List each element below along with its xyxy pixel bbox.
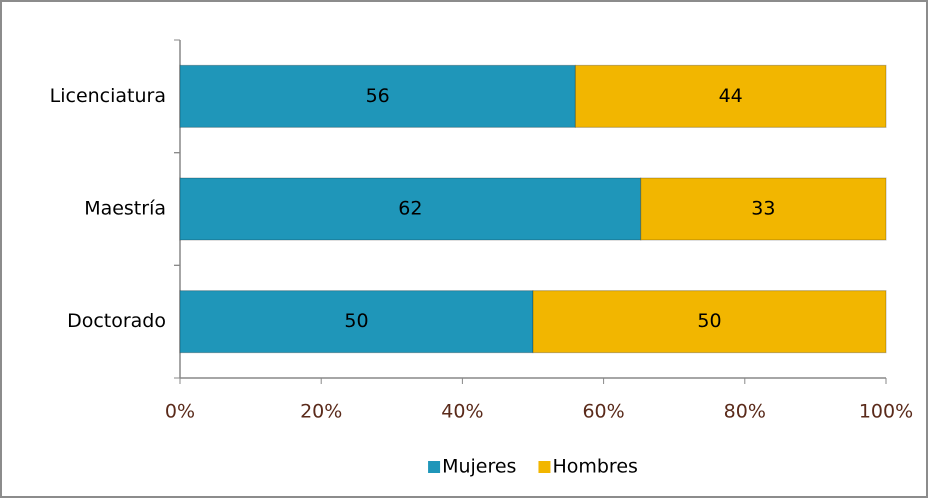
bar bbox=[179, 64, 576, 128]
bar bbox=[574, 64, 887, 128]
data-label: 50 bbox=[344, 310, 368, 332]
legend-swatch bbox=[538, 461, 551, 473]
legend-swatch bbox=[428, 461, 441, 473]
x-tick-label: 0% bbox=[165, 401, 195, 423]
data-label: 62 bbox=[398, 198, 422, 220]
data-label: 56 bbox=[366, 85, 390, 107]
data-label: 33 bbox=[751, 198, 775, 220]
x-tick-label: 80% bbox=[724, 401, 766, 423]
legend-label: Hombres bbox=[552, 456, 637, 478]
data-label: 44 bbox=[719, 85, 743, 107]
legend-label: Mujeres bbox=[442, 456, 516, 478]
x-tick-label: 60% bbox=[582, 401, 624, 423]
y-tick-label: Doctorado bbox=[67, 310, 166, 332]
y-tick-label: Licenciatura bbox=[50, 85, 166, 107]
bar bbox=[640, 177, 887, 241]
bar bbox=[532, 290, 887, 354]
bar bbox=[179, 290, 534, 354]
bar bbox=[179, 177, 642, 241]
x-tick-label: 20% bbox=[300, 401, 342, 423]
data-label: 50 bbox=[697, 310, 721, 332]
x-tick-label: 100% bbox=[859, 401, 913, 423]
y-tick-label: Maestría bbox=[84, 198, 166, 220]
x-tick-label: 40% bbox=[441, 401, 483, 423]
